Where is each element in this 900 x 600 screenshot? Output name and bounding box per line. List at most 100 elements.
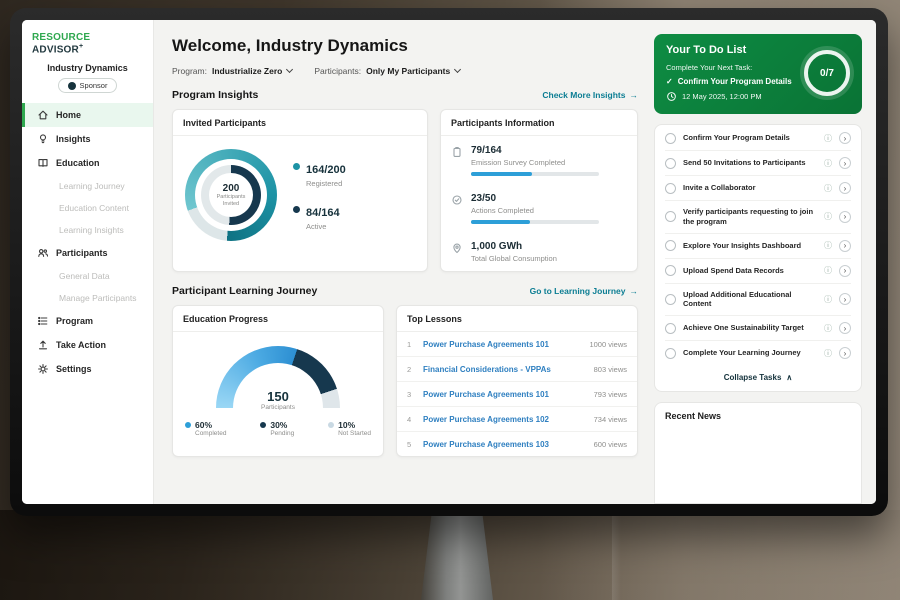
chevron-right-icon[interactable]: › [839,347,851,359]
sidebar-item-label: Education Content [59,203,129,214]
stat-label: Actions Completed [471,206,534,215]
sidebar-item-participants[interactable]: Participants [22,241,153,265]
sidebar-item-label: Learning Insights [59,225,124,236]
lesson-row: 2 Financial Considerations - VPPAs 803 v… [397,357,637,382]
legend-item: 84/164 Active [293,203,346,231]
check-more-insights-link[interactable]: Check More Insights → [542,90,638,100]
stat-row: 1,000 GWh Total Global Consumption [441,232,637,271]
chevron-right-icon[interactable]: › [839,132,851,144]
chevron-right-icon[interactable]: › [839,264,851,277]
info-icon[interactable]: ⓘ [824,294,832,304]
sidebar-item-education[interactable]: Education [22,151,153,175]
chevron-right-icon[interactable]: › [839,322,851,334]
chevron-right-icon[interactable]: › [839,293,851,306]
progress-bar [471,172,599,176]
legend-dot [293,205,300,213]
sidebar-item-label: Education [56,158,100,169]
task-checkbox[interactable] [665,265,676,276]
task-row[interactable]: Upload Additional Educational Content ⓘ … [665,284,851,316]
gauge-center-value: 150 [267,389,289,404]
legend-label: Active [306,221,327,231]
chevron-right-icon[interactable]: › [839,182,851,194]
info-icon[interactable]: ⓘ [824,241,832,250]
info-icon[interactable]: ⓘ [824,266,832,275]
info-icon[interactable]: ⓘ [824,183,832,193]
chevron-right-icon[interactable]: › [839,239,851,252]
sidebar-item-label: Home [56,110,82,121]
recent-news-card: Recent News [654,402,862,504]
arrow-right-icon: → [629,90,639,100]
sidebar-item-insights[interactable]: Insights [22,127,153,151]
legend-item: 164/200 Registered [293,160,346,188]
task-checkbox[interactable] [665,211,676,223]
chevron-right-icon[interactable]: › [839,157,851,169]
content-area: Welcome, Industry Dynamics Program: Indu… [154,20,876,504]
go-to-learning-journey-link[interactable]: Go to Learning Journey → [530,286,638,296]
program-dropdown[interactable]: Program: Industrialize Zero [172,65,294,76]
legend-value: 10% [338,420,356,430]
lesson-link[interactable]: Power Purchase Agreements 103 [423,439,549,449]
legend-value: 30% [270,420,288,430]
sidebar-item-home[interactable]: Home [22,103,153,128]
task-row[interactable]: Complete Your Learning Journey ⓘ › [665,341,851,365]
lesson-link[interactable]: Financial Considerations - VPPAs [423,364,551,374]
info-icon[interactable]: ⓘ [824,133,832,143]
sidebar-item-learning-journey[interactable]: Learning Journey [22,175,153,197]
todo-next-task: ✓ Confirm Your Program Details [666,77,792,86]
todo-column: Your To Do List Complete Your Next Task:… [652,20,876,504]
lesson-views: 600 views [593,439,627,449]
progress-bar [471,220,599,224]
desk-shadow [0,510,900,600]
sidebar-item-label: Take Action [56,340,107,351]
lesson-rank: 3 [407,389,412,399]
clock-icon [667,92,676,101]
task-row[interactable]: Verify participants requesting to join t… [665,201,851,234]
sponsor-badge[interactable]: Sponsor [57,78,118,94]
legend-item: 60% Completed [185,420,226,437]
card-title: Invited Participants [173,110,427,136]
info-icon[interactable]: ⓘ [824,212,832,222]
task-row[interactable]: Confirm Your Program Details ⓘ › [665,126,851,151]
link-label: Check More Insights [542,90,626,100]
sidebar-item-take-action[interactable]: Take Action [22,333,153,357]
clipboard-icon [451,146,463,158]
sidebar-item-program[interactable]: Program [22,309,153,333]
info-icon[interactable]: ⓘ [824,348,832,358]
sidebar-item-general-data[interactable]: General Data [22,265,153,287]
sidebar-item-manage-participants[interactable]: Manage Participants [22,287,153,309]
task-checkbox[interactable] [665,322,676,334]
task-row[interactable]: Send 50 Invitations to Participants ⓘ › [665,151,851,176]
lesson-link[interactable]: Power Purchase Agreements 101 [423,389,549,399]
sidebar-item-education-content[interactable]: Education Content [22,197,153,219]
lesson-link[interactable]: Power Purchase Agreements 102 [423,414,549,424]
task-row[interactable]: Upload Spend Data Records ⓘ › [665,259,851,284]
location-pin-icon [451,242,463,254]
task-checkbox[interactable] [665,240,676,251]
sidebar-item-settings[interactable]: Settings [22,357,153,381]
list-icon [37,315,49,327]
legend-item: 30% Pending [260,420,294,437]
task-checkbox[interactable] [665,157,676,169]
task-row[interactable]: Invite a Collaborator ⓘ › [665,176,851,201]
info-icon[interactable]: ⓘ [824,158,832,168]
task-row[interactable]: Explore Your Insights Dashboard ⓘ › [665,234,851,259]
collapse-tasks-button[interactable]: Collapse Tasks ∧ [665,365,851,390]
task-row[interactable]: Achieve One Sustainability Target ⓘ › [665,316,851,341]
info-icon[interactable]: ⓘ [824,323,832,333]
task-checkbox[interactable] [665,347,676,359]
section-title: Participant Learning Journey [172,285,318,297]
sidebar-item-learning-insights[interactable]: Learning Insights [22,219,153,241]
task-label: Invite a Collaborator [683,183,756,193]
insights-cards-row: Invited Participants 200 Participants In… [172,109,638,272]
gear-icon [37,363,49,375]
chevron-right-icon[interactable]: › [839,210,851,223]
sidebar: RESOURCE ADVISOR+ Industry Dynamics Spon… [22,20,154,504]
home-icon [37,109,49,121]
app-logo: RESOURCE ADVISOR+ [22,30,153,61]
task-checkbox[interactable] [665,293,676,305]
task-checkbox[interactable] [665,182,676,194]
task-checkbox[interactable] [665,132,676,144]
lesson-row: 3 Power Purchase Agreements 101 793 view… [397,382,637,407]
lesson-link[interactable]: Power Purchase Agreements 101 [423,339,549,349]
participants-dropdown[interactable]: Participants: Only My Participants [314,65,462,76]
